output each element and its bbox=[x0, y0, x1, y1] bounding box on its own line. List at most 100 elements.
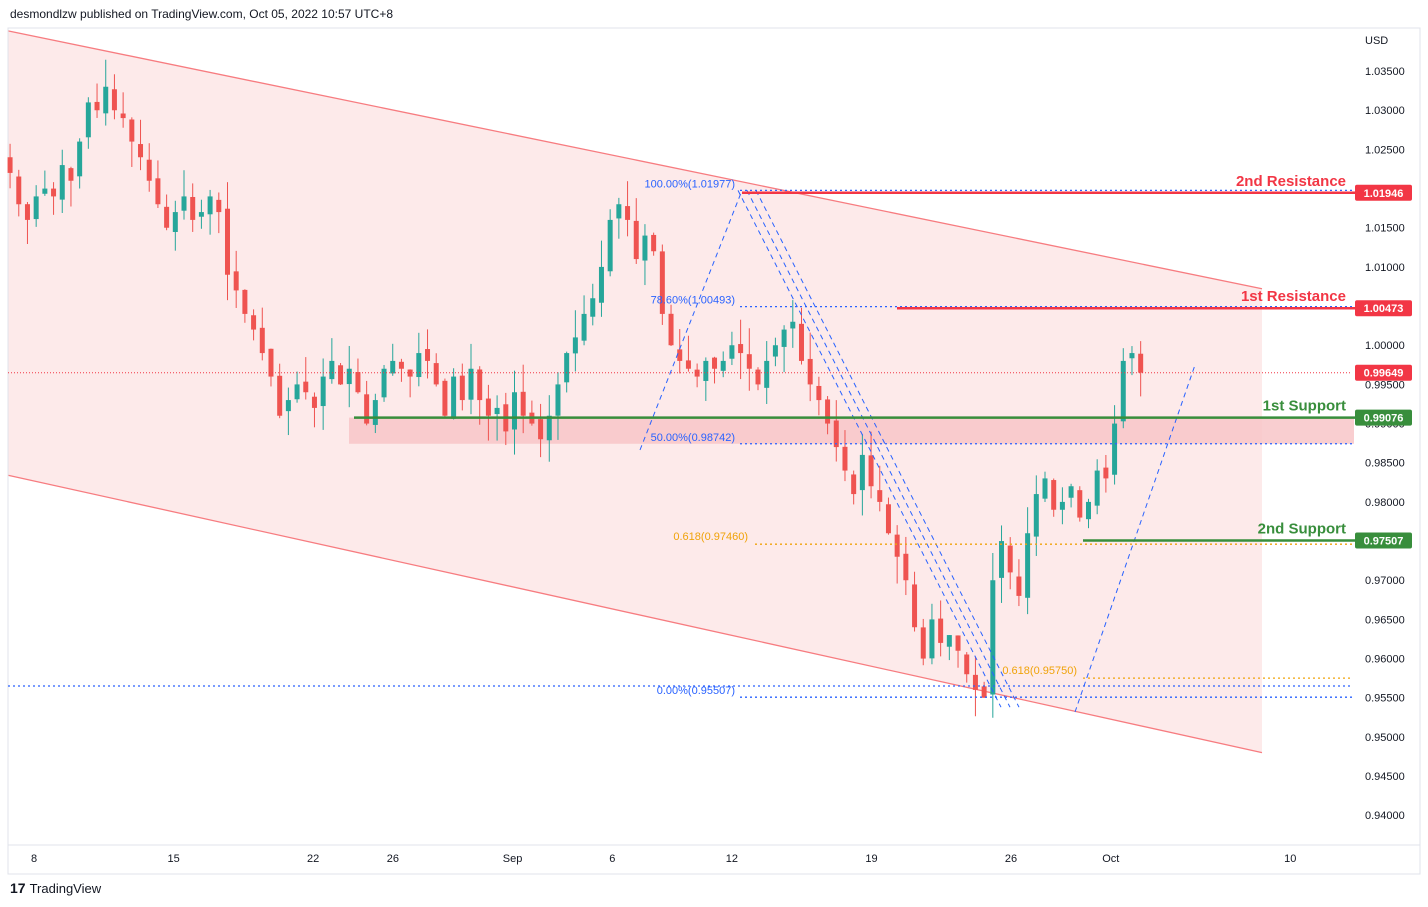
publisher-header: desmondlzw published on TradingView.com,… bbox=[10, 7, 394, 21]
time-tick-label: 12 bbox=[726, 853, 738, 865]
candle-body bbox=[685, 360, 691, 369]
candle-body bbox=[555, 384, 561, 416]
time-axis: 8 15 22 26 Sep 6 12 19 26 Oct 10 bbox=[31, 853, 1296, 865]
candle-body bbox=[355, 372, 361, 393]
price-badge bbox=[1355, 364, 1412, 381]
candle-body bbox=[659, 251, 665, 314]
tradingview-brand-label: TradingView bbox=[29, 880, 102, 896]
candle-body bbox=[964, 654, 970, 675]
price-badge-label: 1.00473 bbox=[1364, 303, 1404, 315]
fib-level-label: 50.00%(0.98742) bbox=[651, 432, 735, 444]
candle-body bbox=[825, 399, 831, 424]
candle-body bbox=[485, 398, 491, 416]
tradingview-logo-icon: 17 bbox=[10, 880, 26, 896]
candle-body bbox=[346, 368, 352, 385]
extension-level-label: 0.618(0.97460) bbox=[673, 531, 748, 543]
channel-background bbox=[7, 30, 1354, 754]
level-title-label: 2nd Resistance bbox=[1236, 173, 1346, 190]
price-badge-label: 0.99649 bbox=[1364, 368, 1404, 380]
time-tick-label: 19 bbox=[865, 853, 877, 865]
candle-body bbox=[207, 196, 213, 215]
tradingview-footer[interactable]: 17 TradingView bbox=[10, 880, 101, 896]
candle-body bbox=[1025, 533, 1031, 598]
price-badge bbox=[1355, 532, 1412, 549]
price-badge bbox=[1355, 184, 1412, 201]
candle-body bbox=[364, 394, 370, 424]
price-tick-label: 1.03000 bbox=[1365, 105, 1405, 117]
candle-body bbox=[77, 141, 83, 177]
candle-body bbox=[1033, 494, 1039, 537]
candle-body bbox=[885, 504, 891, 534]
candle-body bbox=[459, 375, 465, 401]
candle-body bbox=[198, 212, 204, 217]
candle-body bbox=[111, 89, 117, 111]
candle-body bbox=[68, 168, 74, 181]
candle-body bbox=[538, 419, 544, 440]
candle-body bbox=[85, 102, 91, 138]
price-tick-label: 1.02500 bbox=[1365, 144, 1405, 156]
candle-body bbox=[181, 196, 187, 211]
candle-body bbox=[1059, 501, 1065, 510]
candle-body bbox=[590, 298, 596, 317]
candle-body bbox=[1042, 478, 1048, 499]
price-tick-label: 1.03500 bbox=[1365, 66, 1405, 78]
candle-body bbox=[146, 159, 152, 181]
candle-body bbox=[7, 157, 13, 173]
candle-body bbox=[1007, 545, 1013, 573]
candle-body bbox=[625, 206, 631, 220]
candle-body bbox=[372, 400, 378, 425]
candle-body bbox=[729, 345, 735, 359]
candle-body bbox=[816, 385, 822, 401]
price-tick-label: 0.95500 bbox=[1365, 693, 1405, 705]
price-tick-label: 0.96500 bbox=[1365, 614, 1405, 626]
time-tick-label: 22 bbox=[307, 853, 319, 865]
candle-body bbox=[59, 165, 65, 200]
candle-body bbox=[190, 196, 196, 220]
candle-body bbox=[798, 323, 804, 361]
candle-body bbox=[1112, 423, 1118, 475]
price-tick-label: 1.01500 bbox=[1365, 223, 1405, 235]
candle-body bbox=[224, 208, 230, 275]
candle-body bbox=[268, 348, 274, 377]
candle-body bbox=[103, 86, 109, 114]
candle-body bbox=[120, 113, 126, 119]
candle-body bbox=[259, 327, 265, 354]
candle-body bbox=[694, 369, 700, 377]
price-badge-label: 0.97507 bbox=[1364, 536, 1404, 548]
time-tick-label: Sep bbox=[503, 853, 523, 865]
candle-body bbox=[955, 635, 961, 651]
fib-rise-line bbox=[639, 190, 743, 451]
candle-body bbox=[433, 363, 439, 385]
candle-body bbox=[51, 188, 57, 197]
price-tick-label: 0.98000 bbox=[1365, 497, 1405, 509]
price-tick-label: 1.00000 bbox=[1365, 340, 1405, 352]
time-tick-label: 26 bbox=[387, 853, 399, 865]
candle-body bbox=[138, 144, 144, 158]
candle-body bbox=[425, 349, 431, 361]
candle-body bbox=[242, 289, 248, 314]
candle-body bbox=[868, 455, 874, 487]
candle-body bbox=[477, 369, 483, 401]
candle-body bbox=[938, 618, 944, 643]
fib-diagonal-line bbox=[755, 190, 1020, 708]
candle-body bbox=[1129, 353, 1135, 359]
fib-level-label: 0.00%(0.95507) bbox=[657, 685, 735, 697]
candle-body bbox=[277, 375, 283, 416]
price-badge-label: 1.01946 bbox=[1364, 188, 1404, 200]
candle-body bbox=[607, 219, 613, 272]
price-tick-label: 1.01000 bbox=[1365, 262, 1405, 274]
price-tick-label: 0.98500 bbox=[1365, 458, 1405, 470]
candle-body bbox=[781, 329, 787, 347]
candle-body bbox=[564, 353, 570, 383]
price-tick-label: 0.99500 bbox=[1365, 379, 1405, 391]
candle-body bbox=[972, 674, 978, 690]
candle-body bbox=[251, 315, 257, 330]
chart-border bbox=[7, 27, 1421, 875]
candle-body bbox=[129, 119, 135, 142]
candle-body bbox=[616, 204, 622, 219]
plot-frame bbox=[7, 27, 1421, 875]
candle-body bbox=[1103, 467, 1109, 479]
candle-body bbox=[581, 313, 587, 341]
price-tick-label: 0.95000 bbox=[1365, 732, 1405, 744]
